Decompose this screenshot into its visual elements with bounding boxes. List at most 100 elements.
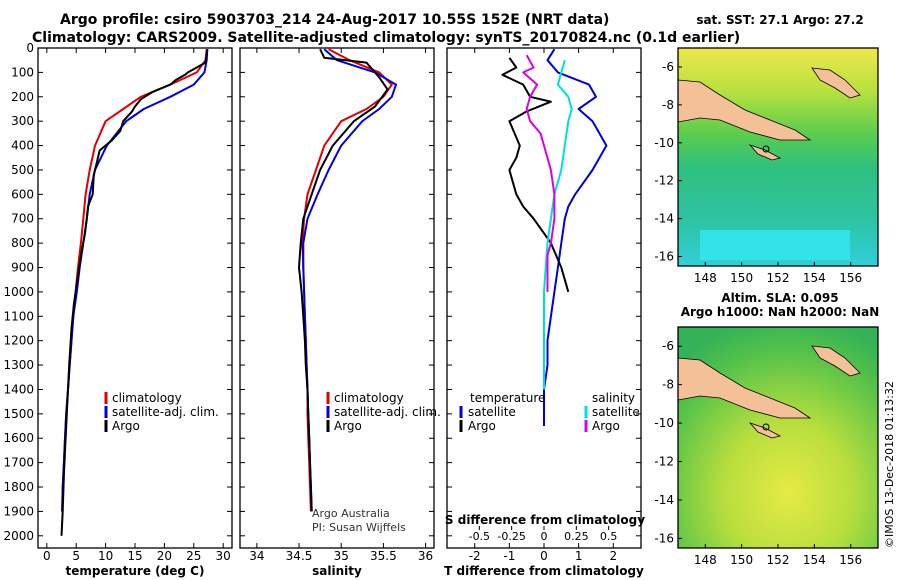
louisiade-islands: [748, 144, 782, 161]
x-tick-label: 20: [157, 549, 172, 563]
salinity-profile-lines: [298, 48, 397, 512]
sst-map-ticks: 148 150 152 154 156 -6 -8 -10 -12 -14 -16: [654, 60, 862, 285]
difference-xlabel: T difference from climatology: [444, 564, 644, 578]
sst-cool-patch: [700, 230, 850, 260]
island-new-britain: [811, 345, 861, 377]
sla-field: [678, 327, 878, 548]
x2-tick-label: 0: [541, 530, 548, 543]
temperature-profile-lines: [60, 49, 209, 536]
salinity-legend: climatology satellite-adj. clim. Argo: [326, 391, 441, 433]
difference-x2label: S difference from climatology: [445, 513, 645, 527]
x2-tick-label: -0.25: [497, 530, 525, 543]
sst-map-title: sat. SST: 27.1 Argo: 27.2: [696, 13, 863, 27]
y-tick-label: 400: [11, 139, 34, 153]
louisiade-islands: [748, 422, 782, 439]
legend-argo-label: Argo: [112, 419, 140, 433]
y-tick-label: 1400: [3, 382, 34, 396]
y-tick-label: 1300: [3, 358, 34, 372]
x2-tick-label: 0.5: [600, 530, 618, 543]
map-x-tick-label: 148: [694, 271, 717, 285]
map-y-tick-label: -14: [654, 493, 674, 507]
x-tick-label: 34: [249, 549, 264, 563]
x-tick-label: 36: [418, 549, 433, 563]
y-tick-label: 700: [11, 212, 34, 226]
y-tick-label: 800: [11, 236, 34, 250]
x-tick-label: -1: [503, 549, 515, 563]
y-tick-label: 1600: [3, 431, 34, 445]
header-line-1: Argo profile: csiro 5903703_214 24-Aug-2…: [60, 12, 609, 28]
map-x-tick-label: 152: [767, 271, 790, 285]
header-line-2: Climatology: CARS2009. Satellite-adjuste…: [32, 30, 740, 46]
y-tick-label: 0: [26, 41, 34, 55]
y-tick-label: 300: [11, 114, 34, 128]
legend-temp-argo-label: Argo: [468, 419, 496, 433]
y-tick-label: 1500: [3, 407, 34, 421]
salinity-axis-ticks: 34 34.5 35 35.5 36: [240, 47, 434, 563]
island-new-britain: [811, 67, 861, 99]
y-tick-label: 600: [11, 187, 34, 201]
map-y-tick-label: -10: [654, 416, 674, 430]
map-y-tick-label: -6: [662, 339, 674, 353]
sla-map-ticks: 148 150 152 154 156 -6 -8 -10 -12 -14 -16: [654, 339, 862, 567]
salinity-xlabel: salinity: [312, 564, 362, 578]
map-x-tick-label: 150: [730, 271, 753, 285]
legend-salinity-heading: salinity: [592, 391, 635, 405]
map-y-tick-label: -12: [654, 174, 674, 188]
difference-axis-ticks: -2 -1 0 1 2: [447, 47, 641, 563]
x-tick-label: 35: [334, 549, 349, 563]
legend-satellite-label: satellite-adj. clim.: [334, 405, 441, 419]
credit-line-2: PI: Susan Wijffels: [312, 521, 406, 534]
temperature-legend: climatology satellite-adj. clim. Argo: [104, 391, 219, 433]
sla-map-panel: Altim. SLA: 0.095 Argo h1000: NaN h2000:…: [654, 291, 879, 567]
legend-sal-satellite-label: satellite: [592, 405, 640, 419]
y-tick-label: 1800: [3, 480, 34, 494]
legend-argo-label: Argo: [334, 419, 362, 433]
x-tick-label: 15: [127, 549, 142, 563]
legend-climatology-label: climatology: [334, 391, 404, 405]
difference-profile-lines: [501, 48, 608, 426]
map-x-tick-label: 150: [730, 553, 753, 567]
map-x-tick-label: 156: [839, 553, 862, 567]
map-x-tick-label: 148: [694, 553, 717, 567]
difference-legend: temperature satellite Argo salinity sate…: [459, 391, 640, 433]
temperature-panel: 0100200300400500600700800900100011001200…: [3, 41, 233, 578]
x-tick-label: 25: [186, 549, 201, 563]
x-tick-label: 34.5: [286, 549, 313, 563]
imos-credit: ©IMOS 13-Dec-2018 01:13:32: [883, 381, 896, 548]
x-tick-label: 1: [575, 549, 583, 563]
sst-map-panel: sat. SST: 27.1 Argo: 27.2 148 150 152 154 15…: [654, 13, 879, 285]
map-y-tick-label: -8: [662, 378, 674, 392]
x-tick-label: 10: [98, 549, 113, 563]
map-y-tick-label: -16: [654, 531, 674, 545]
y-tick-label: 900: [11, 261, 34, 275]
y-tick-label: 1200: [3, 334, 34, 348]
map-y-tick-label: -12: [654, 455, 674, 469]
map-y-tick-label: -10: [654, 136, 674, 150]
map-x-tick-label: 154: [803, 553, 826, 567]
series-line-argo: [298, 48, 389, 512]
png-coastline: [678, 79, 812, 141]
y-tick-label: 100: [11, 65, 34, 79]
series-line-salinity-argo: [522, 54, 556, 292]
argo-position-marker: [762, 145, 770, 153]
legend-sal-argo-label: Argo: [592, 419, 620, 433]
x-tick-label: 2: [609, 549, 617, 563]
salinity-panel: 34 34.5 35 35.5 36 salinity climatology sate…: [239, 47, 441, 578]
map-y-tick-label: -6: [662, 60, 674, 74]
map-y-tick-label: -14: [654, 212, 674, 226]
x2-tick-label: -0.5: [469, 530, 490, 543]
map-x-tick-label: 152: [767, 553, 790, 567]
legend-temp-satellite-label: satellite: [468, 405, 516, 419]
y-tick-label: 1000: [3, 285, 34, 299]
series-line-argo: [60, 49, 209, 536]
sla-map-subtitle: Argo h1000: NaN h2000: NaN: [681, 305, 880, 319]
credit-line-1: Argo Australia: [312, 507, 390, 520]
x-tick-label: 5: [72, 549, 80, 563]
salinity-difference-axis: -0.5 -0.25 0 0.25 0.5: [469, 526, 618, 543]
temperature-axis-ticks: 0100200300400500600700800900100011001200…: [3, 41, 232, 563]
series-line-temperature-argo: [501, 57, 570, 293]
argo-position-marker: [762, 423, 770, 431]
salinity-axes-box: [239, 47, 435, 549]
temperature-xlabel: temperature (deg C): [66, 564, 205, 578]
